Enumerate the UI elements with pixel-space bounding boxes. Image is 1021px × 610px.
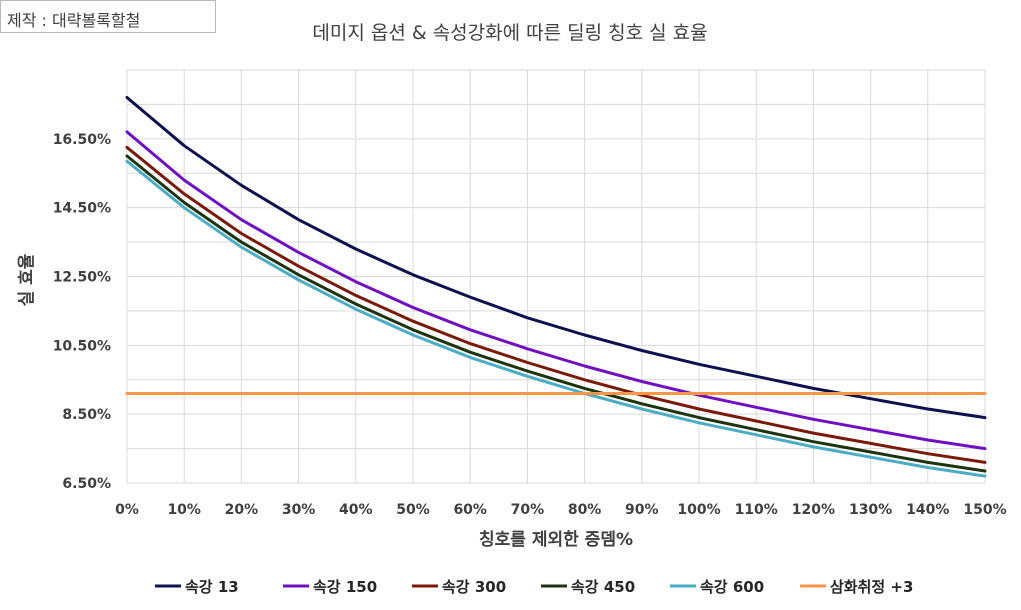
x-tick-label: 0% xyxy=(115,502,139,518)
x-tick-label: 50% xyxy=(396,502,430,518)
x-tick-label: 80% xyxy=(568,502,602,518)
chart-title: 데미지 옵션 & 속성강화에 따른 딜링 칭호 실 효율 xyxy=(312,22,707,44)
legend-label: 속강 600 xyxy=(700,578,764,596)
legend-label: 속강 13 xyxy=(185,578,239,596)
x-tick-label: 60% xyxy=(453,502,487,518)
series-line xyxy=(125,145,987,464)
x-tick-label: 90% xyxy=(625,502,659,518)
y-tick-label: 10.50% xyxy=(53,338,111,354)
credit-label: 제작 : 대략볼록할철 xyxy=(0,0,216,33)
x-tick-label: 150% xyxy=(963,502,1006,518)
x-axis-label: 칭호를 제외한 증뎀% xyxy=(479,530,633,550)
x-tick-label: 100% xyxy=(677,502,720,518)
gridlines xyxy=(126,69,986,484)
legend-label: 속강 300 xyxy=(442,578,506,596)
x-tick-label: 70% xyxy=(511,502,545,518)
x-tick-label: 130% xyxy=(849,502,892,518)
series-lines xyxy=(125,96,987,478)
series-line xyxy=(125,159,987,478)
x-tick-label: 20% xyxy=(225,502,259,518)
series-line xyxy=(125,154,987,473)
x-tick-label: 110% xyxy=(735,502,778,518)
x-tick-label: 10% xyxy=(167,502,201,518)
y-tick-label: 12.50% xyxy=(53,270,111,286)
y-tick-label: 8.50% xyxy=(62,407,111,423)
y-axis-ticks: 6.50% 8.50% 10.50% 12.50% 14.50% 16.50% xyxy=(53,132,111,492)
y-tick-label: 14.50% xyxy=(53,201,111,217)
x-tick-label: 30% xyxy=(282,502,316,518)
y-tick-label: 16.50% xyxy=(53,132,111,148)
legend: 속강 13 속강 150 속강 300 속강 450 속강 600 삼화취정 +3 xyxy=(155,578,913,596)
x-tick-label: 40% xyxy=(339,502,373,518)
series-line xyxy=(125,130,987,451)
legend-label: 삼화취정 +3 xyxy=(830,578,913,596)
y-axis-label: 실 효율 xyxy=(17,253,37,306)
x-tick-label: 140% xyxy=(906,502,949,518)
x-tick-label: 120% xyxy=(792,502,835,518)
y-tick-label: 6.50% xyxy=(62,476,111,492)
legend-label: 속강 150 xyxy=(313,578,377,596)
x-axis-ticks: 0% 10% 20% 30% 40% 50% 60% 70% 80% 90% 100% 110% 120… xyxy=(115,502,1007,518)
legend-label: 속강 450 xyxy=(571,578,635,596)
